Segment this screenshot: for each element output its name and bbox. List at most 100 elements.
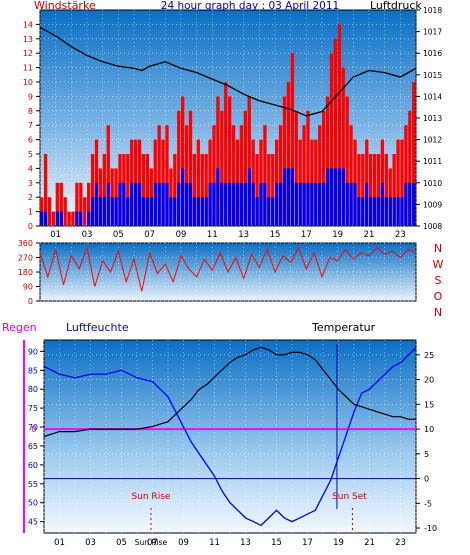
wind-speed-bar [302,125,306,226]
wind-low-bar [87,211,91,226]
wind-low-bar [408,182,412,226]
chart-title: 24 hour graph day : 03 April 2011 [161,0,339,12]
wind-low-bar [122,182,126,226]
wind-low-bar [161,182,165,226]
wind-speed-bar [87,182,91,226]
wind-low-bar [184,182,189,226]
wind-axis-label: Windstärke [34,0,96,12]
wind-speed-bar [255,154,259,226]
wind-speed-bar [290,53,294,227]
humidity-axis-label: Luftfeuchte [66,321,129,334]
wind-low-bar [322,182,326,226]
hour-tick-label: 05 [116,538,127,548]
wind-speed-bar [325,96,330,227]
wind-low-bar [353,182,357,226]
wind-low-bar [251,182,255,226]
wind-speed-bar [239,125,244,226]
wind-low-bar [231,182,236,226]
wind-speed-bar [376,154,381,226]
wind-speed-bar [384,154,388,226]
wind-low-bar [157,182,161,226]
sunset-label: Sun Set [332,492,367,502]
wind-speed-bar [43,154,48,226]
wind-low-bar [263,182,267,226]
wind-low-bar [90,197,95,226]
wind-low-bar [372,197,377,226]
wind-speed-bar [145,154,150,226]
hour-tick-label: 19 [333,538,344,548]
hour-tick-label: 23 [395,538,406,548]
humidity-tick-label: 75 [28,404,38,413]
wind-low-bar [208,182,212,226]
wind-low-bar [388,197,392,226]
wind-speed-bar [165,125,169,226]
wind-low-bar [169,197,173,226]
hour-tick-label: 07 [147,538,158,548]
wind-speed-bar [188,110,193,226]
pressure-tick-label: 1011 [423,157,442,166]
wind-low-bar [177,182,181,226]
wind-tick-label: 2 [28,193,33,202]
wind-speed-bar [282,96,287,227]
wind-low-bar [275,182,279,226]
wind-tick-label: 3 [28,179,33,188]
wind-low-bar [306,182,310,226]
wind-low-bar [298,182,302,226]
wind-low-bar [255,197,259,226]
hour-tick-label: 01 [54,538,65,548]
wind-low-bar [243,182,247,226]
humidity-tick-label: 90 [28,347,38,356]
hour-tick-label: 03 [82,230,93,240]
wind-tick-label: 7 [28,121,33,130]
wind-low-bar [114,197,118,226]
wind-low-bar [79,211,83,226]
hour-tick-label: 17 [301,230,312,240]
wind-speed-bar [126,154,130,226]
wind-speed-bar [67,211,71,226]
wind-low-bar [220,182,224,226]
wind-speed-bar [372,154,377,226]
hour-tick-label: 09 [176,230,187,240]
temperature-tick-label: 20 [424,376,434,385]
wind-speed-bar [228,96,232,227]
wind-low-bar [329,168,334,226]
temperature-tick-label: 5 [424,450,429,459]
wind-low-bar [145,197,150,226]
wind-speed-bar [181,96,185,227]
temperature-line [43,346,416,438]
wind-low-bar [126,197,130,226]
wind-tick-label: 0 [28,222,33,231]
wind-low-bar [376,197,381,226]
wind-low-bar [278,182,283,226]
wind-speed-bar [59,182,63,226]
wind-low-bar [239,182,244,226]
wind-low-bar [345,182,349,226]
pressure-tick-label: 1015 [423,71,442,80]
humidity-tick-label: 70 [28,423,38,432]
hour-tick-label: 01 [50,230,61,240]
wind-low-bar [196,197,200,226]
hour-tick-label: 15 [271,538,282,548]
wind-low-bar [294,182,298,226]
hour-tick-label: 17 [302,538,313,548]
temperature-tick-label: -10 [424,524,437,533]
wind-low-bar [181,168,185,226]
humidity-tick-label: 80 [28,385,38,394]
wind-speed-bar [322,110,326,226]
wind-speed-bar [47,197,52,226]
pressure-axis-ticks: 1008 1009 1010 1011 1012 1013 1014 1015 1016 1017… [416,6,442,231]
wind-low-bar [271,197,275,226]
hour-tick-label: 21 [364,230,375,240]
direction-tick-label: 180 [18,268,33,277]
humidity-tick-label: 60 [28,461,38,470]
wind-tick-label: 10 [23,78,33,87]
wind-speed-bar [341,67,345,226]
wind-low-bar [290,168,294,226]
direction-tick-label: 360 [18,239,33,248]
wind-speed-bar [404,125,408,226]
wind-speed-bar [318,125,322,226]
wind-low-bar [228,182,232,226]
